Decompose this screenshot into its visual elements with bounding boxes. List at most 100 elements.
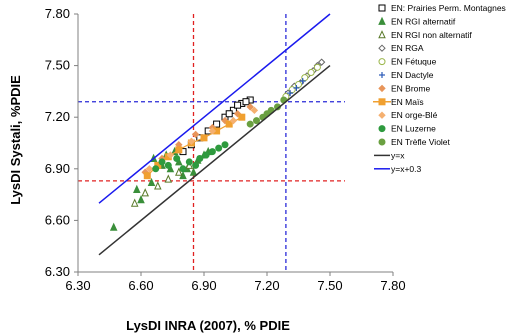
data-point bbox=[246, 120, 254, 128]
data-point bbox=[225, 110, 233, 118]
series-11 bbox=[98, 65, 331, 256]
legend: EN: Prairies Perm. Montagnes EN RGI alter… bbox=[373, 3, 506, 174]
legend-item: EN RGI alternatif bbox=[378, 16, 456, 26]
legend-label: EN RGI alternatif bbox=[391, 16, 456, 26]
data-point bbox=[313, 63, 321, 71]
series-8 bbox=[145, 106, 259, 173]
data-point bbox=[213, 120, 221, 128]
legend-swatch bbox=[378, 138, 386, 146]
data-point bbox=[143, 172, 151, 180]
x-axis-title: LysDI INRA (2007), % PDIE bbox=[126, 318, 290, 333]
data-point bbox=[158, 158, 166, 166]
data-point bbox=[185, 158, 193, 166]
legend-swatch bbox=[378, 84, 386, 93]
x-tick-label: 6.60 bbox=[128, 278, 153, 293]
data-point bbox=[208, 148, 216, 156]
plot-area bbox=[78, 13, 345, 272]
legend-swatch bbox=[378, 44, 386, 52]
legend-label: EN Maïs bbox=[391, 97, 424, 107]
data-point bbox=[133, 184, 141, 193]
x-tick-label: 7.50 bbox=[317, 278, 342, 293]
data-point bbox=[208, 127, 217, 135]
data-point bbox=[173, 154, 181, 162]
legend-item: EN Fétuque bbox=[378, 57, 437, 67]
y-tick-label: 6.60 bbox=[45, 212, 70, 227]
legend-swatch bbox=[378, 4, 386, 12]
data-point bbox=[287, 90, 294, 97]
legend-item: EN Dactyle bbox=[379, 70, 434, 80]
data-point bbox=[196, 154, 204, 162]
x-tick-label: 6.30 bbox=[65, 278, 90, 293]
series-7 bbox=[143, 113, 246, 180]
legend-item: EN RGA bbox=[378, 43, 424, 53]
data-point bbox=[293, 84, 300, 91]
data-point bbox=[225, 120, 233, 128]
axes: 6.30 6.60 6.90 7.20 7.50 7.80 6.30 6.60 6.90 7.20… bbox=[45, 6, 406, 293]
legend-label: EN Trèfle Violet bbox=[391, 137, 451, 147]
legend-label: EN RGA bbox=[391, 43, 424, 53]
data-point bbox=[299, 78, 306, 85]
legend-label: EN Fétuque bbox=[391, 57, 437, 67]
data-point bbox=[130, 198, 139, 207]
legend-label: y=x bbox=[391, 150, 405, 160]
data-point bbox=[192, 161, 200, 169]
data-point bbox=[246, 103, 254, 111]
data-point bbox=[164, 161, 172, 169]
legend-item: y=x bbox=[374, 150, 405, 160]
legend-label: EN Dactyle bbox=[391, 70, 434, 80]
data-point bbox=[253, 117, 260, 125]
legend-item: EN: Prairies Perm. Montagnes bbox=[378, 3, 506, 13]
legend-swatch bbox=[378, 98, 386, 106]
data-point bbox=[164, 174, 173, 183]
series-12 bbox=[98, 13, 331, 204]
series-9 bbox=[152, 141, 229, 173]
data-point bbox=[154, 181, 162, 190]
data-point bbox=[175, 167, 183, 176]
x-tick-label: 7.80 bbox=[380, 278, 405, 293]
legend-label: EN Luzerne bbox=[391, 124, 436, 134]
data-point bbox=[200, 134, 208, 142]
data-point bbox=[166, 151, 175, 159]
data-point bbox=[215, 144, 223, 152]
legend-item: EN Trèfle Violet bbox=[378, 137, 451, 147]
legend-swatch bbox=[378, 58, 386, 66]
legend-swatch bbox=[379, 72, 385, 78]
data-point bbox=[152, 165, 160, 173]
data-point bbox=[234, 101, 242, 109]
x-tick-label: 7.20 bbox=[254, 278, 279, 293]
legend-item: y=x+0.3 bbox=[374, 164, 422, 174]
legend-swatch bbox=[378, 16, 386, 25]
data-point bbox=[191, 130, 200, 139]
legend-swatch bbox=[378, 30, 386, 39]
data-point bbox=[317, 58, 326, 66]
legend-item: EN Luzerne bbox=[378, 124, 436, 134]
data-point bbox=[229, 116, 238, 125]
series-line bbox=[98, 13, 331, 204]
data-point bbox=[179, 165, 187, 173]
data-point bbox=[221, 141, 229, 149]
series-line bbox=[98, 65, 331, 256]
data-point bbox=[250, 106, 259, 115]
legend-label: EN orge-Blé bbox=[391, 110, 438, 120]
legend-item: EN Maïs bbox=[373, 97, 424, 107]
data-point bbox=[242, 98, 250, 106]
legend-swatch bbox=[378, 111, 386, 119]
y-tick-label: 6.90 bbox=[45, 161, 70, 176]
data-point bbox=[189, 167, 198, 176]
data-point bbox=[202, 151, 210, 159]
data-point bbox=[187, 137, 196, 145]
data-point bbox=[141, 188, 149, 197]
y-axis-title: LysDI Systali, %PDIE bbox=[8, 75, 23, 205]
legend-label: EN Brome bbox=[391, 83, 430, 93]
data-point bbox=[147, 177, 156, 187]
x-tick-label: 6.90 bbox=[191, 278, 216, 293]
data-point bbox=[175, 146, 183, 154]
data-point bbox=[238, 113, 246, 121]
y-tick-label: 6.30 bbox=[45, 264, 70, 279]
data-point bbox=[307, 68, 315, 76]
y-tick-label: 7.50 bbox=[45, 58, 70, 73]
data-point bbox=[145, 165, 154, 173]
legend-item: EN Brome bbox=[378, 83, 430, 93]
legend-label: EN: Prairies Perm. Montagnes bbox=[391, 3, 506, 13]
